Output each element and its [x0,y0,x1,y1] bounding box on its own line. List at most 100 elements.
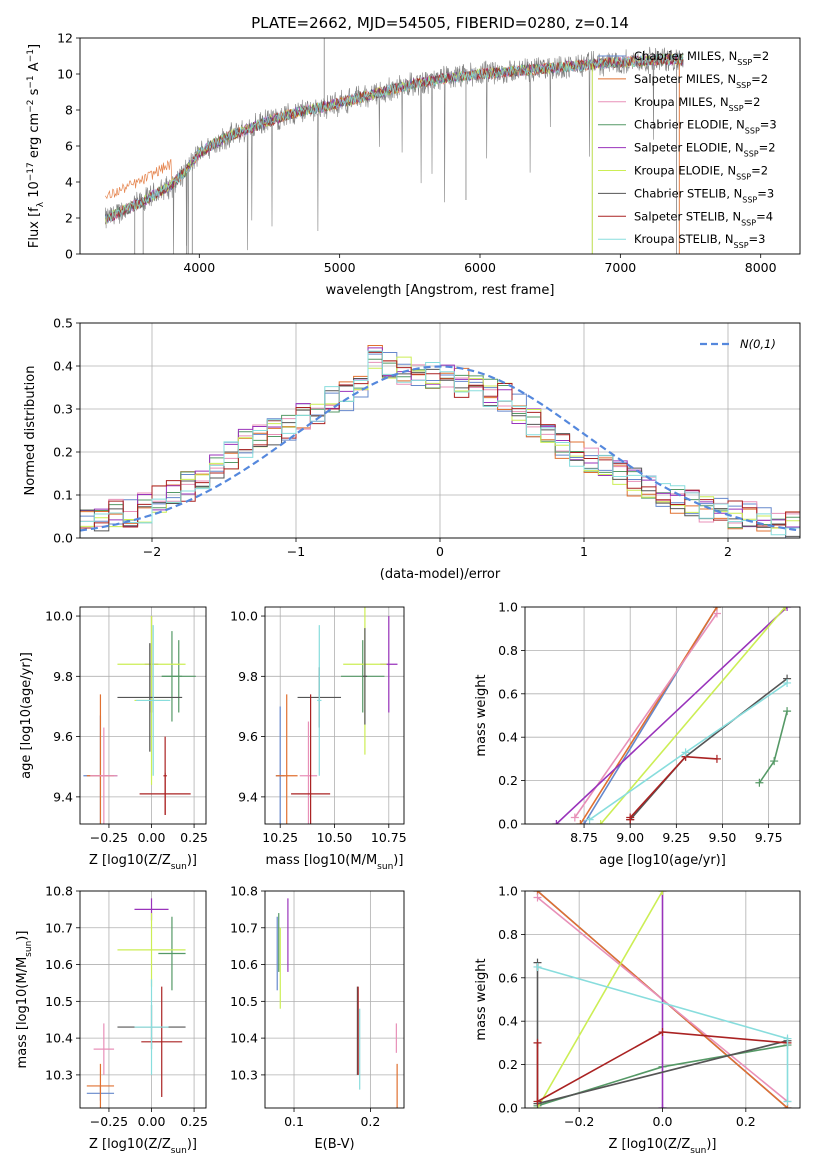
axes-frame [79,890,207,1109]
x-tick-label: 9.50 [709,830,737,845]
axes-frame [264,606,405,825]
x-tick-label: −0.25 [90,830,128,845]
x-axis-label: age [log10(age/yr)] [599,853,726,868]
x-tick-label: 0.00 [138,830,166,845]
plot-area [533,891,792,1108]
y-tick-label: 9.8 [238,669,258,684]
plot-area [86,898,186,1108]
y-tick-label: 1.0 [498,884,518,899]
residual-histogram-5 [80,356,800,538]
legend-text: =2 [751,164,768,178]
y-axis-label: Flux [fλ 10−17 erg cm−2 s−1 A−1] [26,44,46,248]
weight-marker-model-2 [712,609,721,618]
y-tick-label: 10.7 [230,920,258,935]
label-part: −2 [26,100,36,113]
legend-text: =3 [749,232,766,246]
weight-line-model-7 [536,1031,788,1103]
label-part: Z [log10(Z/Z [89,853,171,868]
legend-subscript: SSP [745,126,760,135]
label-part: −1 [26,75,36,88]
label-part: s [27,88,42,99]
residual-histogram-7 [80,351,800,538]
legend-entry: N(0,1) [740,337,776,351]
y-tick-label: 4 [65,175,73,190]
y-tick-label: 10.4 [230,1031,258,1046]
legend-entry: Kroupa MILES, NSSP=2 [634,95,760,113]
panel-residual-histogram: −2 −1 0 1 2 0.0 0.1 0.2 0.3 0.4 0.5 (data-model)/er… [23,316,801,582]
weight-marker-model-7 [712,754,721,763]
label-part: age [log10(age/yr)] [19,652,34,779]
y-tick-label: 10.6 [230,957,258,972]
label-part: A [27,62,42,75]
x-tick-label: 9.00 [616,830,644,845]
label-part: Normed distribution [23,366,38,496]
axes-frame [79,322,801,539]
y-tick-label: 0 [65,247,73,262]
weight-marker-model-2 [570,813,579,822]
weight-marker-model-7 [533,1038,542,1047]
x-tick-label: 8.75 [570,830,598,845]
label-part: mass [log10(M/M [15,957,30,1069]
axes-frame [524,890,801,1109]
x-tick-label: −1 [287,544,305,559]
label-part: 10 [27,181,42,202]
x-tick-label: 1 [580,544,588,559]
legend-subscript: SSP [737,58,752,67]
legend-text: =2 [744,95,761,109]
weight-line-model-1 [579,607,718,824]
legend-entry: Chabrier STELIB, NSSP=3 [634,186,774,204]
legend-text: Salpeter ELODIE, N [634,141,744,155]
x-tick-label: 0.2 [360,1114,380,1129]
y-tick-label: 0.3 [53,402,73,417]
legend-entry: Kroupa ELODIE, NSSP=2 [634,164,768,182]
label-part: )] [706,1137,716,1152]
y-tick-label: 0.5 [53,316,73,331]
legend-text: =4 [756,209,773,223]
x-tick-label: 0.0 [653,1114,673,1129]
weight-marker-model-3 [783,707,792,716]
legend-text: Kroupa MILES, N [634,95,729,109]
label-part: )] [187,1137,197,1152]
y-tick-label: 0.4 [53,359,73,374]
model-spectrum-8 [104,53,684,224]
y-tick-label: 1.0 [498,600,518,615]
y-axis-label: mass weight [474,958,489,1040]
label-part: sun [171,1146,187,1156]
label-part: −17 [26,162,36,181]
legend-entry: Salpeter STELIB, NSSP=4 [634,209,773,227]
legend-text: Salpeter STELIB, N [634,209,741,223]
x-tick-label: 9.25 [662,830,690,845]
plot-area [104,38,684,254]
y-tick-label: 0.2 [498,773,518,788]
y-tick-label: 0.2 [53,445,73,460]
x-axis-label: Z [log10(Z/Zsun)] [89,853,197,872]
x-tick-label: 0 [436,544,444,559]
label-part: (data-model)/error [380,567,501,582]
weight-marker-model-8 [783,1097,792,1106]
y-tick-label: 9.8 [53,669,73,684]
legend-text: =3 [757,186,774,200]
weight-marker-model-3 [770,757,779,766]
legend-text: =2 [752,49,769,63]
x-tick-label: 8000 [745,260,777,275]
legend-text: Chabrier ELODIE, N [634,118,745,132]
label-part: sun [24,941,34,957]
x-tick-label: −0.25 [90,1114,128,1129]
weight-marker-model-8 [585,815,594,824]
legend-entry: Salpeter MILES, NSSP=2 [634,72,768,90]
y-tick-label: 12 [57,31,73,46]
label-part: −1 [26,49,36,62]
axes-frame [79,37,801,255]
legend-text: Chabrier STELIB, N [634,186,742,200]
weight-marker-model-2 [533,893,542,902]
weight-marker-model-7 [533,1097,542,1106]
y-tick-label: 10.4 [45,1031,73,1046]
x-tick-label: 0.25 [180,1114,208,1129]
legend-text: =2 [759,141,776,155]
y-tick-label: 10.3 [230,1067,258,1082]
y-tick-label: 10.8 [230,884,258,899]
legend-entry: Kroupa STELIB, NSSP=3 [634,232,765,250]
y-tick-label: 9.6 [238,729,258,744]
label-part: mass weight [474,958,489,1040]
